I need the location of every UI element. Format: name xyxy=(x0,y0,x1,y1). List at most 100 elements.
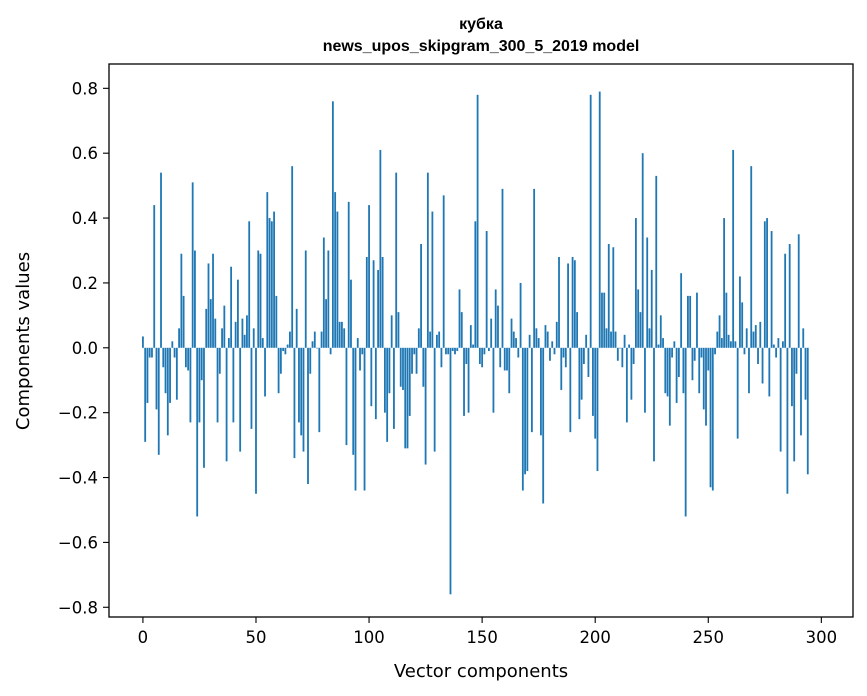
bar-87 xyxy=(338,321,341,348)
bar-59 xyxy=(275,295,278,348)
bar-193 xyxy=(578,347,581,420)
bar-230 xyxy=(662,338,664,348)
y-tick-label-7: 0.6 xyxy=(72,144,98,163)
bar-123 xyxy=(420,244,422,348)
bar-22 xyxy=(191,182,194,348)
bar-1 xyxy=(144,347,147,442)
chart-title-line-2: news_upos_skipgram_300_5_2019 model xyxy=(323,38,640,55)
bar-8 xyxy=(160,172,162,348)
bar-38 xyxy=(227,338,230,348)
bar-226 xyxy=(653,347,655,462)
bar-181 xyxy=(551,341,554,348)
bar-292 xyxy=(802,328,805,348)
bar-183 xyxy=(555,321,558,348)
bar-225 xyxy=(650,269,653,348)
bar-176 xyxy=(540,347,542,436)
bar-138 xyxy=(454,347,456,355)
bar-9 xyxy=(162,347,165,368)
bar-144 xyxy=(467,347,470,413)
bar-110 xyxy=(390,315,393,348)
bar-44 xyxy=(241,318,244,348)
bar-140 xyxy=(458,289,461,348)
bar-3 xyxy=(148,347,151,358)
bar-233 xyxy=(668,347,671,426)
bar-260 xyxy=(729,341,732,348)
bar-108 xyxy=(386,347,389,442)
bar-107 xyxy=(383,347,386,413)
bar-190 xyxy=(571,256,574,348)
bar-20 xyxy=(187,347,190,371)
bar-229 xyxy=(659,315,662,348)
bar-83 xyxy=(329,347,332,355)
bar-134 xyxy=(445,347,447,355)
x-tick-label-3: 150 xyxy=(466,628,498,647)
bar-235 xyxy=(673,341,676,348)
bar-278 xyxy=(770,231,773,348)
bar-115 xyxy=(402,347,404,390)
bar-121 xyxy=(415,347,418,374)
bar-249 xyxy=(705,347,707,426)
bar-111 xyxy=(393,347,395,429)
bar-248 xyxy=(702,347,705,410)
bar-287 xyxy=(791,347,793,407)
bar-4 xyxy=(151,347,153,358)
bar-40 xyxy=(232,347,235,423)
bar-232 xyxy=(666,347,669,397)
bar-169 xyxy=(524,347,526,475)
bar-265 xyxy=(741,302,744,348)
bar-61 xyxy=(279,347,282,374)
bar-266 xyxy=(743,347,746,355)
bar-293 xyxy=(804,347,807,400)
bar-191 xyxy=(573,260,576,348)
y-axis-ticks: −0.8 −0.6 −0.4 −0.2 0.0 0.2 0.4 0.6 0.8 xyxy=(58,79,109,617)
bar-53 xyxy=(261,338,264,348)
bar-122 xyxy=(417,328,420,348)
bar-157 xyxy=(497,305,499,348)
bar-46 xyxy=(246,315,248,348)
bar-28 xyxy=(205,308,208,348)
bar-47 xyxy=(248,221,251,348)
bar-98 xyxy=(363,347,366,491)
bar-42 xyxy=(237,279,239,348)
bar-127 xyxy=(429,331,432,348)
bar-175 xyxy=(537,338,540,348)
bar-29 xyxy=(207,263,210,348)
bar-279 xyxy=(772,344,775,348)
bar-48 xyxy=(250,347,253,429)
bar-27 xyxy=(203,347,205,468)
bar-197 xyxy=(587,347,590,377)
bar-214 xyxy=(625,347,628,423)
bar-132 xyxy=(440,347,443,368)
bar-11 xyxy=(166,347,169,436)
bar-64 xyxy=(286,344,289,348)
bar-106 xyxy=(381,256,384,348)
bar-262 xyxy=(734,341,737,348)
bar-128 xyxy=(431,211,434,348)
bar-268 xyxy=(748,347,750,394)
bar-125 xyxy=(424,347,427,465)
bar-263 xyxy=(736,347,739,439)
bar-198 xyxy=(589,94,592,348)
bar-90 xyxy=(345,347,348,446)
bar-101 xyxy=(370,347,373,407)
bar-148 xyxy=(476,94,479,348)
bar-145 xyxy=(469,325,472,348)
bar-76 xyxy=(313,331,316,348)
x-tick-label-2: 100 xyxy=(353,628,385,647)
bar-112 xyxy=(395,172,398,348)
bar-290 xyxy=(797,234,800,348)
bar-39 xyxy=(230,266,233,348)
bar-276 xyxy=(766,218,768,348)
bar-6 xyxy=(155,347,158,410)
bar-237 xyxy=(677,347,680,377)
bar-97 xyxy=(361,347,364,355)
bar-291 xyxy=(800,347,802,436)
bar-80 xyxy=(322,237,325,348)
y-tick-label-5: 0.2 xyxy=(72,274,98,293)
bar-253 xyxy=(714,347,716,355)
bar-274 xyxy=(761,347,764,384)
bar-247 xyxy=(700,347,703,358)
bar-185 xyxy=(560,347,563,390)
bar-103 xyxy=(374,347,377,420)
bar-240 xyxy=(684,347,687,517)
